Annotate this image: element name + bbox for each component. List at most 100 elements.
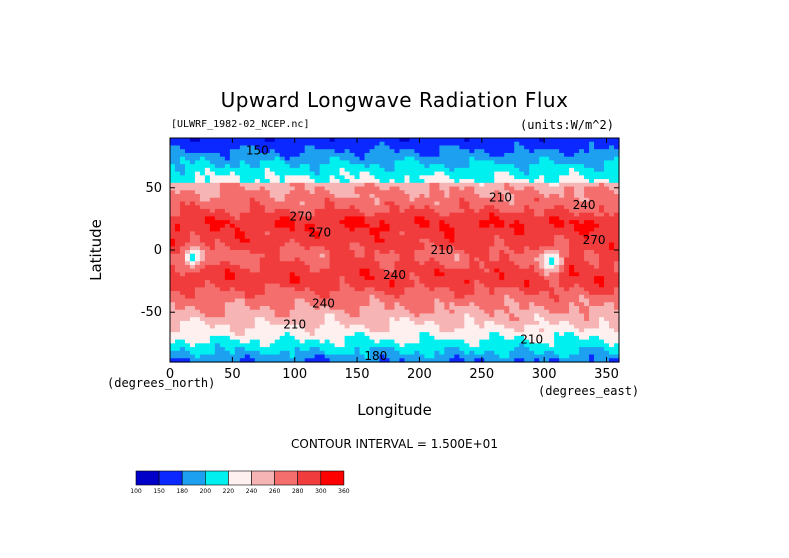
heatmap-cell [174, 250, 181, 255]
heatmap-cell [274, 261, 281, 266]
heatmap-cell [579, 138, 585, 143]
heatmap-cell [309, 328, 316, 333]
heatmap-cell [529, 350, 535, 356]
heatmap-cell [174, 268, 181, 273]
heatmap-cell [509, 152, 515, 158]
heatmap-cell [194, 328, 201, 333]
heatmap-cell [464, 350, 470, 356]
heatmap-cell [369, 138, 376, 143]
heatmap-cell [359, 231, 366, 236]
heatmap-cell [569, 306, 575, 311]
heatmap-cell [214, 156, 221, 161]
heatmap-cell [559, 242, 565, 247]
heatmap-cell [449, 335, 455, 341]
heatmap-cell [209, 179, 216, 184]
heatmap-cell [424, 167, 431, 173]
heatmap-cell [524, 309, 530, 315]
heatmap-cell [514, 141, 520, 147]
heatmap-cell [399, 313, 406, 318]
heatmap-cell [564, 332, 570, 337]
heatmap-cell [459, 138, 465, 143]
heatmap-cell [344, 223, 351, 229]
heatmap-cell [239, 298, 246, 303]
heatmap-cell [344, 294, 351, 300]
heatmap-cell [354, 235, 361, 240]
heatmap-cell [534, 279, 540, 285]
heatmap-cell [254, 313, 261, 318]
heatmap-cell [229, 302, 236, 307]
heatmap-cell [504, 250, 510, 255]
heatmap-cell [214, 242, 221, 247]
heatmap-cell [289, 138, 296, 143]
heatmap-cell [294, 223, 301, 229]
heatmap-cell [259, 250, 266, 255]
heatmap-cell [394, 309, 401, 315]
heatmap-cell [479, 264, 485, 270]
heatmap-cell [239, 302, 246, 307]
heatmap-cell [379, 268, 386, 273]
heatmap-cell [394, 242, 401, 247]
heatmap-cell [334, 298, 341, 303]
heatmap-cell [499, 339, 505, 344]
heatmap-cell [559, 171, 565, 176]
heatmap-cell [559, 145, 565, 150]
heatmap-cell [184, 242, 191, 247]
heatmap-cell [394, 175, 401, 180]
heatmap-cell [374, 141, 381, 147]
heatmap-cell [339, 223, 346, 229]
heatmap-cell [324, 298, 331, 303]
heatmap-cell [349, 235, 356, 240]
heatmap-cell [184, 235, 191, 240]
heatmap-cell [319, 253, 326, 259]
heatmap-cell [189, 298, 196, 303]
heatmap-cell [409, 313, 416, 318]
heatmap-cell [504, 354, 510, 359]
heatmap-cell [269, 205, 276, 210]
heatmap-cell [349, 328, 356, 333]
heatmap-cell [359, 220, 366, 225]
heatmap-cell [469, 223, 475, 229]
heatmap-cell [554, 294, 560, 300]
heatmap-cell [234, 156, 241, 161]
heatmap-cell [459, 160, 465, 165]
heatmap-cell [364, 332, 371, 337]
heatmap-cell [179, 347, 186, 352]
heatmap-cell [579, 190, 585, 195]
heatmap-cell [544, 309, 550, 315]
heatmap-cell [259, 164, 266, 169]
heatmap-cell [344, 182, 351, 188]
heatmap-cell [449, 276, 455, 281]
heatmap-cell [189, 283, 196, 288]
heatmap-cell [369, 156, 376, 161]
heatmap-cell [504, 179, 510, 184]
heatmap-cell [429, 332, 436, 337]
heatmap-cell [414, 227, 421, 232]
heatmap-cell [274, 160, 281, 165]
heatmap-cell [549, 253, 555, 259]
heatmap-cell [364, 261, 371, 266]
heatmap-cell [559, 231, 565, 236]
heatmap-cell [384, 238, 391, 244]
heatmap-cell [394, 272, 401, 277]
heatmap-cell [454, 343, 460, 348]
heatmap-cell [449, 253, 455, 259]
heatmap-cell [529, 324, 535, 329]
heatmap-cell [179, 227, 186, 232]
heatmap-cell [439, 227, 445, 232]
heatmap-cell [299, 238, 306, 244]
heatmap-cell [399, 205, 406, 210]
heatmap-cell [449, 287, 455, 292]
heatmap-cell [234, 320, 241, 326]
heatmap-cell [424, 343, 431, 348]
heatmap-cell [489, 272, 495, 277]
heatmap-cell [469, 205, 475, 210]
heatmap-cell [274, 287, 281, 292]
heatmap-cell [484, 141, 490, 147]
heatmap-cell [404, 145, 411, 150]
heatmap-cell [524, 175, 530, 180]
heatmap-cell [314, 279, 321, 285]
heatmap-cell [204, 324, 211, 329]
heatmap-cell [524, 231, 530, 236]
heatmap-cell [384, 194, 391, 199]
heatmap-cell [279, 291, 286, 296]
